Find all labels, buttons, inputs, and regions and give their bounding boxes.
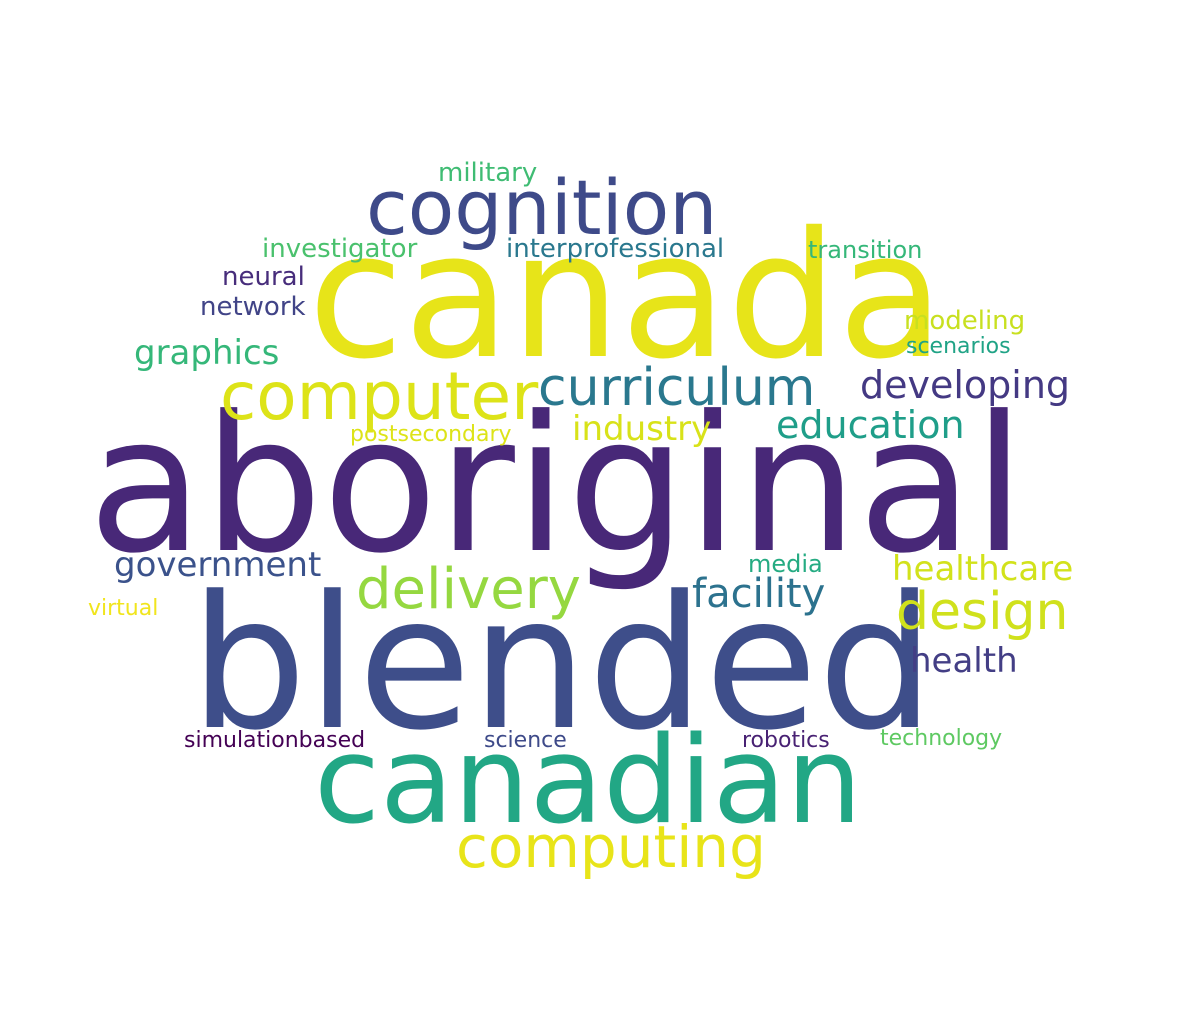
- word-government: government: [114, 545, 322, 585]
- word-cognition: cognition: [366, 163, 718, 252]
- word-delivery: delivery: [356, 557, 581, 622]
- word-graphics: graphics: [134, 333, 280, 373]
- word-industry: industry: [572, 409, 712, 449]
- word-canadian: canadian: [314, 712, 863, 851]
- word-investigator: investigator: [262, 234, 418, 264]
- word-modeling: modeling: [904, 306, 1026, 336]
- word-network: network: [200, 292, 306, 322]
- word-simulationbased: simulationbased: [184, 728, 366, 753]
- word-scenarios: scenarios: [906, 334, 1011, 359]
- word-developing: developing: [860, 363, 1071, 407]
- word-neural: neural: [222, 262, 305, 292]
- word-computing: computing: [456, 813, 766, 881]
- word-interprofessional: interprofessional: [506, 234, 725, 264]
- word-robotics: robotics: [742, 728, 830, 753]
- word-virtual: virtual: [88, 596, 159, 621]
- word-science: science: [484, 728, 567, 753]
- word-transition: transition: [808, 236, 923, 264]
- word-facility: facility: [692, 571, 826, 617]
- word-technology: technology: [880, 726, 1003, 751]
- word-education: education: [776, 403, 965, 447]
- word-healthcare: healthcare: [892, 549, 1074, 589]
- word-aboriginal: aboriginal: [88, 376, 1026, 595]
- word-military: military: [438, 158, 538, 188]
- word-media: media: [748, 550, 823, 578]
- word-blended: blended: [190, 557, 935, 771]
- word-computer: computer: [220, 358, 539, 435]
- word-design: design: [896, 582, 1069, 642]
- word-postsecondary: postsecondary: [350, 422, 512, 447]
- word-canada: canada: [308, 195, 945, 398]
- word-curriculum: curriculum: [538, 358, 816, 418]
- word-health: health: [910, 641, 1018, 681]
